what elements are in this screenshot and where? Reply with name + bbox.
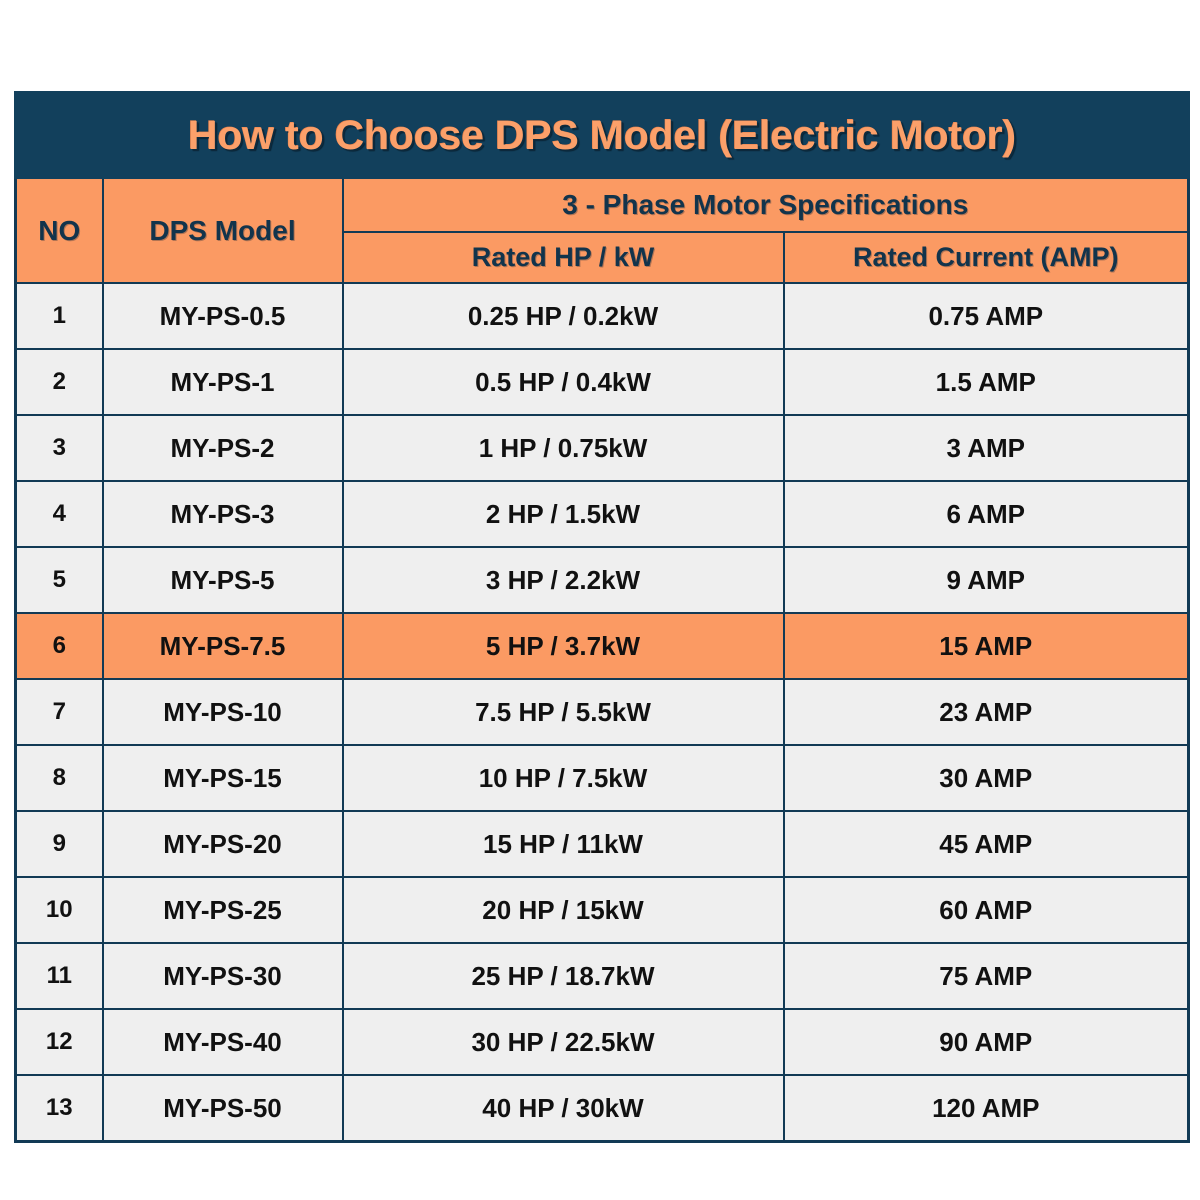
cell-dps-model: MY-PS-50 <box>101 1074 344 1143</box>
column-header-no: NO <box>14 176 104 284</box>
cell-dps-model: MY-PS-40 <box>101 1008 344 1076</box>
cell-dps-model: MY-PS-30 <box>101 942 344 1010</box>
cell-no: 13 <box>14 1074 104 1143</box>
cell-rated-current: 75 AMP <box>782 942 1190 1010</box>
table-row[interactable]: 10 MY-PS-25 20 HP / 15kW 60 AMP <box>14 876 1190 944</box>
cell-rated-hp-kw: 30 HP / 22.5kW <box>341 1008 785 1076</box>
header-row-secondary: Rated HP / kW Rated Current (AMP) <box>16 231 1190 284</box>
cell-no: 10 <box>14 876 104 944</box>
cell-no: 12 <box>14 1008 104 1076</box>
column-header-group-3phase: 3 - Phase Motor Specifications <box>341 176 1190 233</box>
cell-dps-model: MY-PS-10 <box>101 678 344 746</box>
cell-rated-hp-kw: 1 HP / 0.75kW <box>341 414 785 482</box>
table-row[interactable]: 9 MY-PS-20 15 HP / 11kW 45 AMP <box>14 810 1190 878</box>
cell-rated-current: 3 AMP <box>782 414 1190 482</box>
cell-rated-current: 15 AMP <box>782 612 1190 680</box>
table-row[interactable]: 3 MY-PS-2 1 HP / 0.75kW 3 AMP <box>14 414 1190 482</box>
cell-rated-hp-kw: 25 HP / 18.7kW <box>341 942 785 1010</box>
dps-model-selection-table: How to Choose DPS Model (Electric Motor)… <box>13 91 1191 1143</box>
table-row[interactable]: 5 MY-PS-5 3 HP / 2.2kW 9 AMP <box>14 546 1190 614</box>
cell-dps-model: MY-PS-5 <box>101 546 344 614</box>
cell-no: 1 <box>14 282 104 350</box>
cell-dps-model: MY-PS-25 <box>101 876 344 944</box>
cell-rated-hp-kw: 0.5 HP / 0.4kW <box>341 348 785 416</box>
table-head: How to Choose DPS Model (Electric Motor)… <box>13 91 1191 284</box>
cell-no: 5 <box>14 546 104 614</box>
cell-no: 9 <box>14 810 104 878</box>
cell-no: 4 <box>14 480 104 548</box>
spec-table-container: How to Choose DPS Model (Electric Motor)… <box>13 91 1191 1143</box>
cell-no: 11 <box>14 942 104 1010</box>
cell-rated-current: 6 AMP <box>782 480 1190 548</box>
cell-rated-current: 45 AMP <box>782 810 1190 878</box>
cell-rated-current: 1.5 AMP <box>782 348 1190 416</box>
cell-dps-model: MY-PS-7.5 <box>101 612 344 680</box>
cell-rated-current: 120 AMP <box>782 1074 1190 1143</box>
cell-rated-hp-kw: 15 HP / 11kW <box>341 810 785 878</box>
cell-rated-current: 60 AMP <box>782 876 1190 944</box>
title-banner-row: How to Choose DPS Model (Electric Motor) <box>13 91 1191 179</box>
table-row[interactable]: 6 MY-PS-7.5 5 HP / 3.7kW 15 AMP <box>14 612 1190 680</box>
cell-dps-model: MY-PS-2 <box>101 414 344 482</box>
table-row[interactable]: 7 MY-PS-10 7.5 HP / 5.5kW 23 AMP <box>14 678 1190 746</box>
table-row[interactable]: 8 MY-PS-15 10 HP / 7.5kW 30 AMP <box>14 744 1190 812</box>
cell-dps-model: MY-PS-3 <box>101 480 344 548</box>
column-header-rated-hp-kw: Rated HP / kW <box>341 231 785 284</box>
column-header-rated-current: Rated Current (AMP) <box>782 231 1190 284</box>
cell-rated-current: 90 AMP <box>782 1008 1190 1076</box>
cell-rated-current: 0.75 AMP <box>782 282 1190 350</box>
cell-dps-model: MY-PS-0.5 <box>101 282 344 350</box>
cell-dps-model: MY-PS-15 <box>101 744 344 812</box>
cell-rated-current: 9 AMP <box>782 546 1190 614</box>
page-title: How to Choose DPS Model (Electric Motor) <box>13 91 1191 179</box>
cell-rated-hp-kw: 2 HP / 1.5kW <box>341 480 785 548</box>
table-row[interactable]: 13 MY-PS-50 40 HP / 30kW 120 AMP <box>14 1074 1190 1143</box>
cell-no: 3 <box>14 414 104 482</box>
cell-no: 8 <box>14 744 104 812</box>
cell-no: 2 <box>14 348 104 416</box>
table-row[interactable]: 12 MY-PS-40 30 HP / 22.5kW 90 AMP <box>14 1008 1190 1076</box>
cell-no: 6 <box>14 612 104 680</box>
table-row[interactable]: 11 MY-PS-30 25 HP / 18.7kW 75 AMP <box>14 942 1190 1010</box>
table-body: 1 MY-PS-0.5 0.25 HP / 0.2kW 0.75 AMP 2 MY-PS-… <box>14 282 1190 1143</box>
cell-rated-hp-kw: 0.25 HP / 0.2kW <box>341 282 785 350</box>
table-row[interactable]: 4 MY-PS-3 2 HP / 1.5kW 6 AMP <box>14 480 1190 548</box>
cell-dps-model: MY-PS-20 <box>101 810 344 878</box>
table-row[interactable]: 1 MY-PS-0.5 0.25 HP / 0.2kW 0.75 AMP <box>14 282 1190 350</box>
column-header-dps-model: DPS Model <box>101 176 344 284</box>
cell-rated-hp-kw: 20 HP / 15kW <box>341 876 785 944</box>
page-title-text: How to Choose DPS Model (Electric Motor) <box>188 111 1017 158</box>
cell-rated-hp-kw: 40 HP / 30kW <box>341 1074 785 1143</box>
cell-rated-current: 23 AMP <box>782 678 1190 746</box>
header-row-primary: NO DPS Model 3 - Phase Motor Specificati… <box>14 176 1190 284</box>
cell-rated-hp-kw: 5 HP / 3.7kW <box>341 612 785 680</box>
cell-rated-hp-kw: 3 HP / 2.2kW <box>341 546 785 614</box>
cell-rated-hp-kw: 10 HP / 7.5kW <box>341 744 785 812</box>
table-row[interactable]: 2 MY-PS-1 0.5 HP / 0.4kW 1.5 AMP <box>14 348 1190 416</box>
cell-rated-current: 30 AMP <box>782 744 1190 812</box>
cell-dps-model: MY-PS-1 <box>101 348 344 416</box>
cell-no: 7 <box>14 678 104 746</box>
cell-rated-hp-kw: 7.5 HP / 5.5kW <box>341 678 785 746</box>
